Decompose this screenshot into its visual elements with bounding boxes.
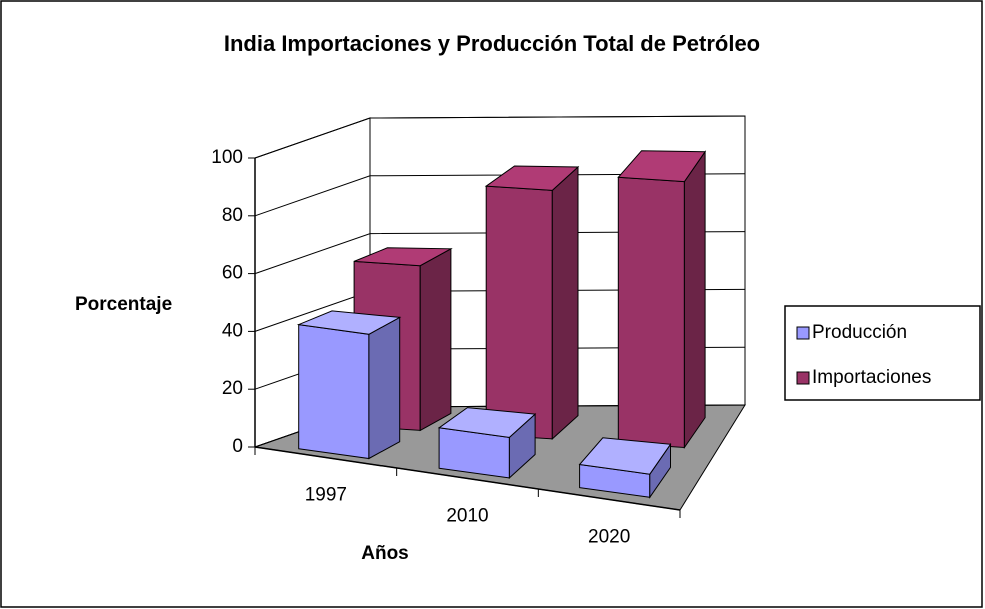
bar-side xyxy=(368,316,401,460)
bar-side xyxy=(419,247,452,432)
x-tick-label: 1997 xyxy=(305,485,347,506)
bar-front xyxy=(617,176,685,449)
bar-top xyxy=(437,407,537,438)
x-axis-title: Años xyxy=(361,543,409,564)
grid-line xyxy=(254,173,746,217)
legend xyxy=(784,305,981,401)
y-tick-label: 40 xyxy=(222,320,243,341)
x-axis xyxy=(254,446,681,511)
bar-front xyxy=(298,324,370,460)
legend-label: Importaciones xyxy=(812,367,931,388)
chart-title: India Importaciones y Producción Total d… xyxy=(224,31,760,56)
x-tick-label: 2010 xyxy=(446,506,488,527)
bar xyxy=(296,310,402,460)
grid-line xyxy=(254,115,746,159)
bar-side xyxy=(551,165,579,441)
y-tick-label: 20 xyxy=(222,378,243,399)
bar xyxy=(578,437,672,499)
bar xyxy=(617,150,707,450)
bar-top xyxy=(296,310,402,335)
legend-swatch xyxy=(796,326,810,340)
bar-top xyxy=(484,165,580,191)
y-tick-label: 60 xyxy=(222,263,243,284)
legend-label: Producción xyxy=(812,322,907,343)
bar xyxy=(437,407,537,480)
x-tick-label: 2020 xyxy=(588,527,630,548)
bar-top xyxy=(617,150,707,183)
bar-side xyxy=(683,150,706,450)
y-axis-title: Porcentaje xyxy=(75,294,172,315)
bar-top xyxy=(353,247,453,267)
bar xyxy=(484,165,580,441)
legend-swatch xyxy=(796,371,810,385)
y-tick-label: 80 xyxy=(222,205,243,226)
y-tick-label: 100 xyxy=(211,147,243,168)
bar-front xyxy=(485,185,553,440)
bar-top xyxy=(578,437,672,475)
y-tick-label: 0 xyxy=(232,436,243,457)
